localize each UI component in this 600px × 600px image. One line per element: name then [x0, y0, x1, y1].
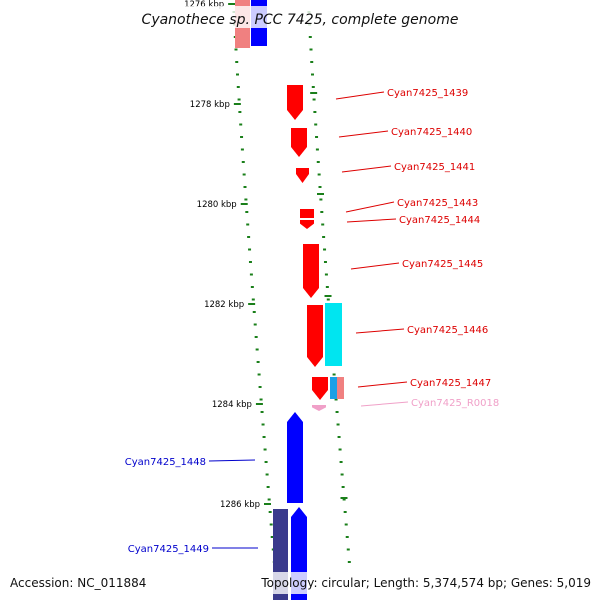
leader-line-Cyan7425_1439	[335, 91, 385, 100]
leader-line-Cyan7425_1447	[357, 381, 408, 388]
genome-summary-text: Topology: circular; Length: 5,374,574 bp…	[260, 576, 591, 590]
accession-text: Accession: NC_011884	[10, 576, 146, 590]
gene-label-Cyan7425_1443[interactable]: Cyan7425_1443	[397, 198, 478, 209]
cds-Cyan7425_1446	[325, 303, 342, 366]
leader-line-Cyan7425_R0018	[360, 401, 409, 407]
gene-label-Cyan7425_1444[interactable]: Cyan7425_1444	[399, 215, 480, 226]
scale-label: 1280 kbp	[197, 200, 237, 210]
scale-label: 1286 kbp	[220, 500, 260, 510]
leader-line-Cyan7425_1443	[345, 201, 395, 213]
leader-line-Cyan7425_1440	[338, 130, 389, 138]
map-title: Cyanothece sp. PCC 7425, complete genome	[142, 12, 459, 28]
leader-line-Cyan7425_1444	[346, 218, 397, 223]
gene-Cyan7425_1441	[296, 168, 309, 183]
leader-line-Cyan7425_1446	[355, 328, 405, 334]
label-leader-lines	[208, 91, 409, 549]
gene-label-Cyan7425_1440[interactable]: Cyan7425_1440	[391, 127, 472, 138]
tick-marks	[228, 3, 351, 563]
gene-label-Cyan7425_1441[interactable]: Cyan7425_1441	[394, 162, 475, 173]
gene-Cyan7425_1440	[291, 128, 307, 157]
gene-label-Cyan7425_1448[interactable]: Cyan7425_1448	[125, 457, 206, 468]
leader-line-Cyan7425_1445	[350, 262, 400, 270]
gene-Cyan7425_1445	[303, 244, 319, 298]
gene-Cyan7425_1439	[287, 85, 303, 120]
leader-line-Cyan7425_1448	[208, 459, 256, 462]
footer-backdrop	[255, 572, 600, 594]
gene-Cyan7425_1444	[300, 220, 314, 229]
leader-line-Cyan7425_1441	[341, 165, 392, 173]
scale-label: 1284 kbp	[212, 400, 252, 410]
scale-labels: 1276 kbp 1278 kbp 1280 kbp 1282 kbp 1284 kbp…	[184, 0, 260, 510]
gene-Cyan7425_1447	[312, 377, 328, 400]
cds-Cyan7425_1447-b	[337, 377, 344, 399]
gene-label-Cyan7425_1449[interactable]: Cyan7425_1449	[128, 544, 209, 555]
scale-label: 1282 kbp	[204, 300, 244, 310]
cds-Cyan7425_1447-a	[330, 377, 337, 399]
gene-label-Cyan7425_1445[interactable]: Cyan7425_1445	[402, 259, 483, 270]
scale-label: 1276 kbp	[184, 0, 224, 10]
scale-label: 1278 kbp	[190, 100, 230, 110]
gene-Cyan7425_1448	[287, 412, 303, 503]
gene-label-Cyan7425_R0018[interactable]: Cyan7425_R0018	[411, 398, 499, 409]
rna-Cyan7425_R0018	[312, 405, 326, 411]
gene-Cyan7425_1443	[300, 209, 314, 218]
gene-Cyan7425_1446	[307, 305, 323, 367]
gene-label-Cyan7425_1447[interactable]: Cyan7425_1447	[410, 378, 491, 389]
gene-label-Cyan7425_1439[interactable]: Cyan7425_1439	[387, 88, 468, 99]
gene-label-Cyan7425_1446[interactable]: Cyan7425_1446	[407, 325, 488, 336]
title-backdrop	[130, 6, 470, 28]
gene-labels: Cyan7425_1439 Cyan7425_1440 Cyan7425_1441 C…	[125, 88, 499, 555]
